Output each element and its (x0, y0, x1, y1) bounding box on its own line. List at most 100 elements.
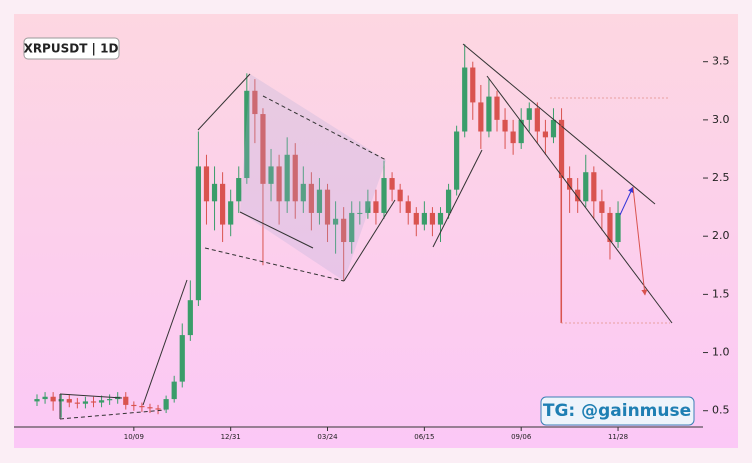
x-tick-label: 03/24 (317, 433, 338, 441)
candle-body (607, 212, 613, 243)
candle-body (131, 404, 137, 407)
x-tick-label: 10/09 (124, 433, 144, 441)
trend-line (262, 95, 387, 161)
candle-body (365, 201, 371, 213)
candle-body (502, 119, 508, 132)
candle-body (147, 407, 153, 409)
candle-body (349, 212, 355, 243)
candle-body (445, 189, 452, 213)
pattern-drawings (59, 43, 673, 420)
trend-line (204, 247, 345, 282)
candle-body (163, 399, 169, 410)
candle-body (284, 154, 290, 202)
channel-line (486, 75, 673, 324)
candle-body (558, 119, 565, 179)
candle-body (454, 131, 460, 190)
candle-body (357, 212, 363, 214)
candle-body (542, 131, 549, 138)
candle-body (405, 201, 411, 213)
candle-body (510, 131, 516, 144)
candle-body (300, 183, 306, 202)
x-tick-label: 06/15 (414, 433, 434, 441)
y-tick-label: 1.5 (712, 287, 730, 300)
y-tick-label: 3.0 (712, 113, 730, 126)
title-box (23, 37, 120, 60)
y-tick-label: 0.5 (712, 404, 730, 417)
candle-body (139, 406, 145, 408)
candle-body (236, 178, 242, 202)
candle-body (615, 212, 621, 243)
arrow-up (619, 186, 634, 216)
candle-body (591, 172, 597, 202)
candle-body (292, 154, 298, 202)
candle-body (470, 67, 476, 103)
trend-line (343, 199, 396, 282)
candle-body (341, 218, 347, 243)
candle-body (90, 401, 97, 403)
candle-body (98, 400, 105, 403)
candle-body (373, 201, 379, 213)
candle-body (332, 218, 339, 225)
candle-body (50, 396, 56, 402)
candle-body (220, 183, 226, 225)
candle-body (429, 212, 436, 225)
x-tick-label: 09/06 (511, 433, 532, 441)
candle-body (107, 399, 113, 401)
candle-body (187, 300, 193, 336)
candle-body (260, 114, 266, 184)
candle-body (575, 189, 581, 202)
candle-body (252, 90, 258, 115)
candle-body (66, 399, 72, 403)
y-tick-label: 2.0 (712, 229, 730, 242)
candle-body (567, 178, 573, 190)
watermark: TG: @gainmuse (543, 401, 691, 421)
candle-body (389, 178, 395, 190)
candle-body (316, 189, 323, 213)
trend-line (432, 149, 483, 248)
chart-title: XRPUSDT | 1D (24, 42, 119, 56)
trend-line (59, 409, 166, 420)
candle-body (583, 172, 589, 202)
candle-body (244, 90, 250, 179)
candle-body (494, 96, 500, 120)
trend-line (239, 211, 314, 249)
candle-body (123, 396, 129, 405)
candle-body (268, 166, 274, 184)
trend-line (142, 279, 188, 406)
candle-body (211, 183, 218, 202)
candle-body (518, 119, 524, 144)
candle-body (478, 102, 484, 132)
candle-body (421, 212, 427, 225)
candle-body (42, 396, 48, 400)
channel-line (462, 43, 656, 205)
candle-body (413, 212, 419, 225)
candle-body (526, 108, 532, 120)
y-tick-label: 1.0 (712, 346, 730, 359)
candle-body (58, 399, 64, 402)
trend-line (59, 393, 123, 399)
candle-body (599, 201, 605, 213)
candle-body (34, 399, 40, 402)
trend-line (197, 73, 251, 131)
candle-body (550, 119, 557, 138)
candle-body (195, 166, 201, 301)
y-tick-label: 3.5 (712, 55, 730, 68)
candle-body (276, 166, 282, 202)
candle-body (437, 212, 444, 225)
candle-body (308, 183, 314, 213)
x-tick-label: 12/31 (221, 433, 241, 441)
candle-body (534, 108, 540, 132)
candle-body (486, 96, 492, 132)
candle-body (381, 178, 387, 213)
candle-body (203, 166, 210, 202)
candle-body (74, 402, 80, 404)
shaded-pattern (240, 74, 386, 281)
candle-body (155, 408, 161, 410)
candle-body (179, 335, 185, 382)
arrow-down (632, 186, 648, 296)
candle-body (324, 189, 331, 225)
candle-body (171, 381, 177, 400)
candle-body (462, 67, 468, 132)
